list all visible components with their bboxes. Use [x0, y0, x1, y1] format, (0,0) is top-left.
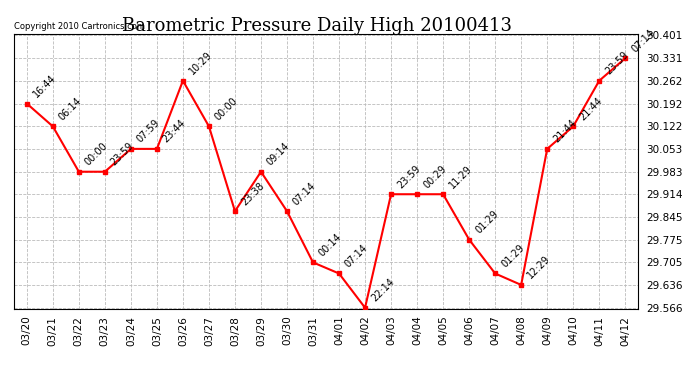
Text: 12:29: 12:29	[525, 254, 552, 281]
Text: Copyright 2010 Cartronics.com: Copyright 2010 Cartronics.com	[14, 22, 145, 31]
Text: 07:14: 07:14	[343, 243, 370, 269]
Text: 07:14: 07:14	[291, 180, 318, 207]
Text: 21:44: 21:44	[578, 96, 604, 122]
Text: Barometric Pressure Daily High 20100413: Barometric Pressure Daily High 20100413	[122, 17, 513, 35]
Text: 01:29: 01:29	[473, 209, 500, 236]
Text: 06:14: 06:14	[57, 96, 83, 122]
Text: 00:00: 00:00	[213, 96, 240, 122]
Text: 22:14: 22:14	[369, 277, 396, 304]
Text: 07:59: 07:59	[135, 118, 162, 145]
Text: 23:38: 23:38	[239, 180, 266, 207]
Text: 16:44: 16:44	[31, 73, 58, 99]
Text: 00:00: 00:00	[83, 141, 110, 168]
Text: 09:14: 09:14	[265, 141, 292, 168]
Text: 23:59: 23:59	[109, 141, 136, 168]
Text: 21:44: 21:44	[551, 118, 578, 145]
Text: 10:29: 10:29	[187, 50, 214, 76]
Text: 00:29: 00:29	[422, 163, 448, 190]
Text: 01:29: 01:29	[500, 243, 526, 269]
Text: 00:14: 00:14	[317, 231, 344, 258]
Text: 07:14: 07:14	[629, 27, 656, 54]
Text: 23:59: 23:59	[395, 163, 422, 190]
Text: 23:44: 23:44	[161, 118, 188, 145]
Text: 11:29: 11:29	[447, 163, 474, 190]
Text: 23:59: 23:59	[603, 50, 630, 76]
